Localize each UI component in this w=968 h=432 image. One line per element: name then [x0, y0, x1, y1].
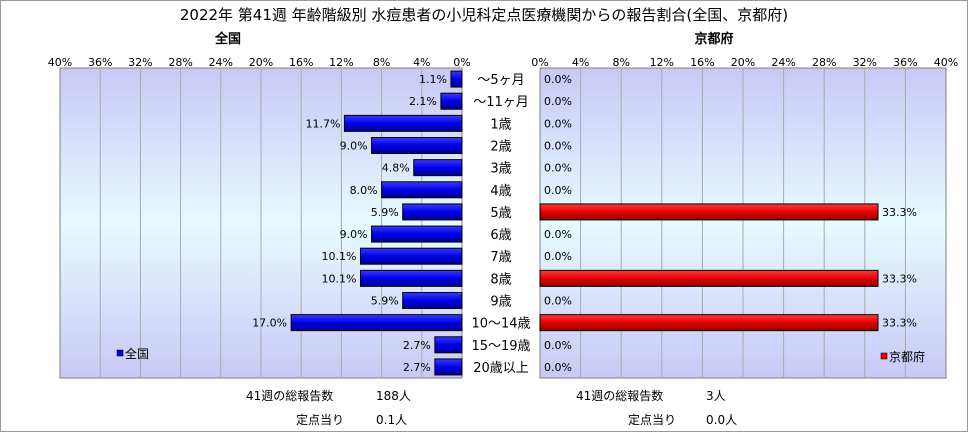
category-label: 10～14歳	[471, 317, 530, 332]
national-total-label: 41週の総報告数	[246, 389, 334, 403]
national-per-label: 定点当り	[296, 413, 345, 427]
national-bar	[434, 358, 463, 376]
kyoto-data-label: 0.0%	[544, 361, 572, 374]
kyoto-data-label: 33.3%	[882, 206, 917, 219]
national-bar	[413, 159, 463, 177]
national-data-label: 9.0%	[340, 228, 368, 241]
category-label: 9歳	[490, 295, 511, 310]
national-data-label: 10.1%	[322, 272, 357, 285]
kyoto-tick-label: 12%	[650, 56, 674, 69]
national-bar	[359, 247, 463, 265]
national-data-label: 2.1%	[409, 95, 437, 108]
category-label: ～5ヶ月	[477, 73, 524, 88]
category-label: ～11ヶ月	[473, 95, 529, 110]
kyoto-total-value: 3人	[706, 389, 726, 403]
kyoto-data-label: 0.0%	[544, 117, 572, 130]
national-bar	[290, 314, 463, 332]
national-tick-label: 12%	[329, 56, 353, 69]
kyoto-legend-label: 京都府	[889, 349, 925, 364]
national-data-label: 4.8%	[382, 162, 410, 175]
national-data-label: 9.0%	[340, 140, 368, 153]
national-bar	[371, 137, 463, 154]
kyoto-tick-label: 32%	[853, 56, 877, 69]
category-label: 5歳	[490, 206, 511, 221]
kyoto-tick-label: 28%	[812, 56, 836, 69]
kyoto-tick-label: 20%	[731, 56, 755, 69]
kyoto-data-label: 0.0%	[544, 295, 572, 308]
kyoto-per-value: 0.0人	[706, 413, 738, 427]
category-label: 4歳	[490, 184, 511, 199]
national-data-label: 2.7%	[403, 339, 431, 352]
national-bar	[371, 225, 463, 243]
kyoto-tick-label: 40%	[934, 56, 958, 69]
national-tick-label: 24%	[209, 56, 233, 69]
kyoto-data-label: 0.0%	[544, 73, 572, 86]
chart-title: 2022年 第41週 年齢階級別 水痘患者の小児科定点医療機関からの報告割合(全…	[179, 6, 789, 24]
national-data-label: 11.7%	[305, 117, 340, 130]
national-per-value: 0.1人	[376, 413, 408, 427]
national-data-label: 17.0%	[252, 317, 287, 330]
kyoto-panel-title: 京都府	[694, 32, 734, 47]
kyoto-total-label: 41週の総報告数	[576, 389, 664, 403]
kyoto-bar	[539, 269, 879, 287]
national-data-label: 10.1%	[322, 250, 357, 263]
kyoto-data-label: 0.0%	[544, 95, 572, 108]
national-data-label: 8.0%	[350, 184, 378, 197]
national-bar	[402, 292, 463, 309]
category-label: 6歳	[490, 228, 511, 243]
national-legend-swatch	[116, 349, 124, 357]
kyoto-tick-label: 16%	[690, 56, 714, 69]
national-tick-label: 32%	[128, 56, 152, 69]
national-panel-title: 全国	[214, 32, 241, 47]
kyoto-tick-label: 8%	[612, 56, 629, 69]
national-bar	[381, 181, 463, 199]
national-tick-label: 16%	[289, 56, 313, 69]
category-label: 20歳以上	[473, 361, 529, 376]
category-label: 2歳	[490, 140, 511, 155]
national-bar	[434, 336, 463, 354]
category-label: 3歳	[490, 162, 511, 177]
national-tick-label: 20%	[249, 56, 273, 69]
kyoto-data-label: 0.0%	[544, 184, 572, 197]
national-tick-label: 36%	[88, 56, 112, 69]
national-bar	[343, 114, 463, 132]
national-tick-label: 0%	[453, 56, 470, 69]
category-label: 1歳	[490, 117, 511, 132]
national-data-label: 2.7%	[403, 361, 431, 374]
national-bar	[359, 269, 463, 287]
kyoto-tick-label: 0%	[531, 56, 548, 69]
kyoto-data-label: 0.0%	[544, 140, 572, 153]
national-data-label: 5.9%	[371, 295, 399, 308]
category-label: 15～19歳	[471, 339, 530, 354]
kyoto-data-label: 0.0%	[544, 339, 572, 352]
national-bar	[440, 92, 463, 110]
national-tick-label: 8%	[373, 56, 390, 69]
national-tick-label: 4%	[413, 56, 430, 69]
category-label: 8歳	[490, 272, 511, 287]
national-data-label: 5.9%	[371, 206, 399, 219]
kyoto-data-label: 33.3%	[882, 272, 917, 285]
national-tick-label: 28%	[168, 56, 192, 69]
national-data-label: 1.1%	[419, 73, 447, 86]
kyoto-legend-swatch	[880, 352, 888, 360]
national-total-value: 188人	[376, 389, 411, 403]
kyoto-tick-label: 36%	[893, 56, 917, 69]
kyoto-bar	[539, 203, 879, 221]
national-tick-label: 40%	[48, 56, 72, 69]
kyoto-data-label: 0.0%	[544, 228, 572, 241]
kyoto-data-label: 0.0%	[544, 250, 572, 263]
kyoto-data-label: 33.3%	[882, 317, 917, 330]
kyoto-data-label: 0.0%	[544, 162, 572, 175]
kyoto-tick-label: 4%	[572, 56, 589, 69]
kyoto-per-label: 定点当り	[628, 413, 677, 427]
national-bar	[402, 203, 463, 221]
national-bar	[450, 70, 463, 88]
kyoto-tick-label: 24%	[771, 56, 795, 69]
kyoto-bar	[539, 314, 879, 332]
category-label: 7歳	[490, 250, 511, 265]
national-legend-label: 全国	[125, 346, 149, 361]
